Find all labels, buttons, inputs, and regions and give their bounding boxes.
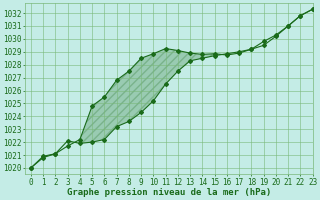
X-axis label: Graphe pression niveau de la mer (hPa): Graphe pression niveau de la mer (hPa)	[67, 188, 271, 197]
